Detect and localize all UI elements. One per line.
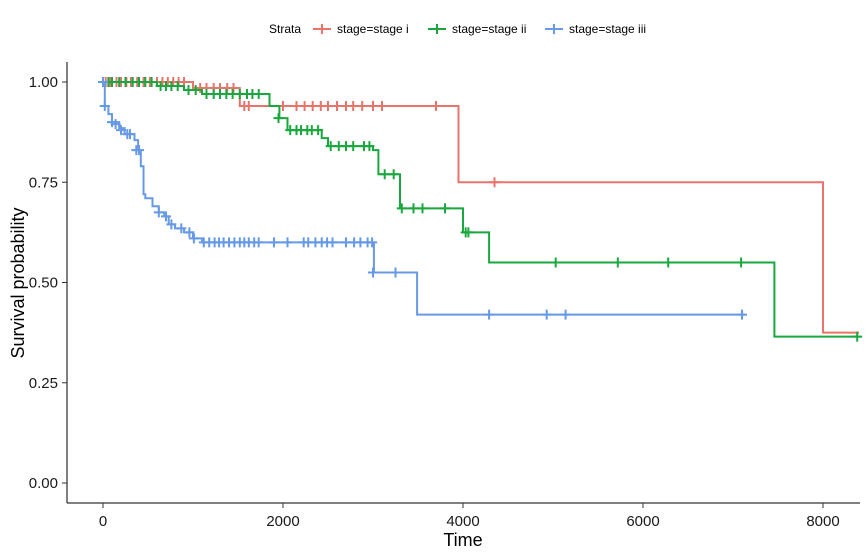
x-tick-label: 8000 [806, 513, 839, 530]
survival-curve-line [103, 81, 859, 334]
y-tick-label: 0.75 [29, 174, 58, 191]
series-group [98, 77, 859, 334]
censor-mark [348, 141, 359, 152]
censor-mark [368, 101, 378, 112]
y-tick-label: 0.50 [29, 275, 58, 292]
x-tick-label: 0 [99, 513, 107, 530]
legend-label: stage=stage iii [569, 22, 646, 36]
x-tick-label: 6000 [626, 513, 659, 530]
censor-mark [364, 141, 375, 152]
censor-mark [190, 85, 201, 96]
censor-mark [736, 257, 747, 268]
series-layer [98, 77, 863, 342]
censor-mark [134, 145, 144, 156]
censor-mark [176, 223, 187, 234]
x-tick-label: 2000 [266, 513, 299, 530]
censor-mark [541, 309, 552, 320]
censor-mark [99, 101, 110, 112]
censor-mark [153, 207, 164, 218]
y-tick-label: 0.00 [29, 475, 58, 492]
x-axis-title: Time [443, 530, 482, 550]
censor-mark [282, 237, 293, 248]
censor-mark [184, 227, 195, 238]
legend-item: stage=stage ii [428, 22, 526, 36]
censor-mark [408, 203, 419, 214]
censor-mark [367, 237, 378, 248]
y-tick-label: 1.00 [29, 74, 58, 91]
censor-mark [377, 101, 387, 112]
legend-swatch-cross [432, 24, 442, 34]
censor-mark [161, 211, 171, 222]
censor-mark [243, 101, 254, 112]
censor-mark [188, 233, 199, 244]
legend-label: stage=stage i [337, 22, 409, 36]
y-tick-label: 0.25 [29, 375, 58, 392]
survival-curve-line [103, 81, 745, 316]
censor-mark [440, 203, 450, 214]
censor-mark [431, 101, 441, 112]
legend-item: stage=stage iii [545, 22, 646, 36]
censor-mark [253, 89, 264, 100]
censor-mark [663, 257, 674, 268]
censor-mark [379, 169, 390, 180]
legend-swatch-cross [549, 24, 559, 34]
censor-mark [116, 125, 126, 136]
censor-mark [172, 81, 183, 92]
censor-mark [348, 101, 359, 112]
censor-mark [390, 267, 401, 278]
series-group [103, 77, 863, 342]
censor-mark [269, 237, 279, 248]
censor-mark [388, 169, 399, 180]
legend-swatch-cross [317, 24, 327, 34]
censor-mark [489, 177, 500, 188]
censor-mark [98, 77, 108, 87]
axes: 0 2000 4000 6000 8000 0.00 0.25 0.50 0.75 1.00 [29, 62, 860, 530]
legend-label: stage=stage ii [452, 22, 526, 36]
legend-title: Strata [269, 22, 301, 36]
y-axis-title: Survival probability [8, 207, 28, 358]
censor-mark [357, 101, 368, 112]
censor-mark [368, 267, 378, 278]
censor-mark [313, 125, 324, 136]
censor-mark [396, 203, 407, 214]
censor-mark [125, 129, 135, 140]
censor-mark [484, 309, 495, 320]
x-tick-label: 4000 [446, 513, 479, 530]
censor-mark [273, 113, 284, 124]
censor-mark [110, 119, 121, 130]
censor-mark [323, 101, 333, 112]
censor-mark [550, 257, 561, 268]
censor-mark [332, 101, 342, 112]
censor-mark [327, 237, 338, 248]
censor-mark [166, 219, 177, 230]
censor-mark [146, 77, 157, 87]
censor-mark [560, 309, 571, 320]
censor-mark [253, 237, 264, 248]
legend: Strata stage=stage i stage=stage ii stage=… [269, 22, 646, 36]
series-group [98, 77, 747, 320]
censor-mark [463, 227, 474, 238]
survival-curve-line [103, 81, 859, 338]
censor-mark [852, 331, 863, 342]
censor-mark [737, 309, 747, 320]
censor-mark [417, 203, 428, 214]
legend-item: stage=stage i [313, 22, 409, 36]
censor-mark [612, 257, 623, 268]
